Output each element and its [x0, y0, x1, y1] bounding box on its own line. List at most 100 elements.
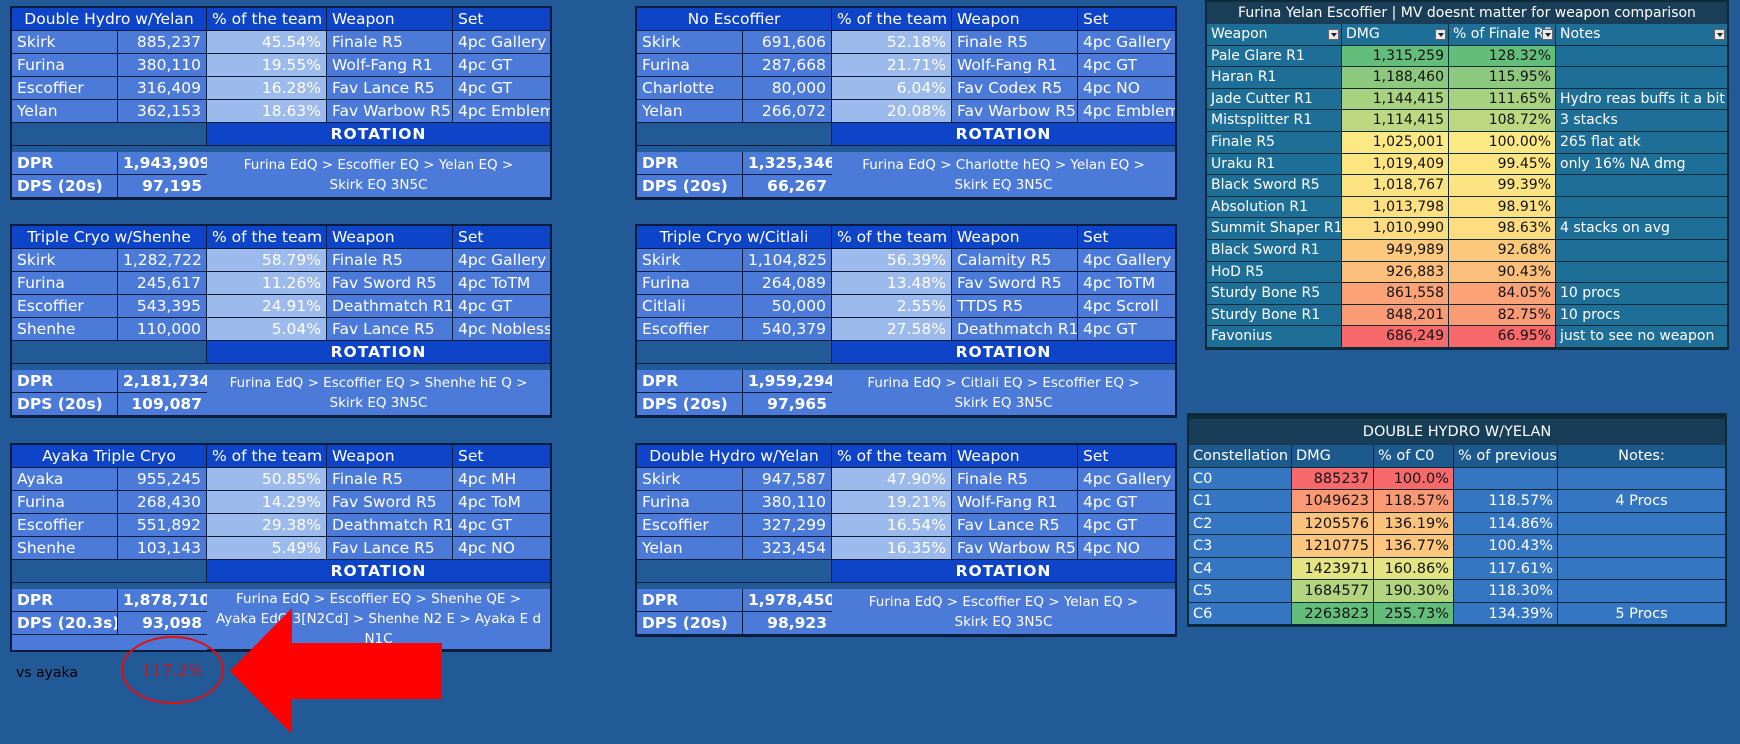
- member-pct: 58.79%: [207, 249, 327, 272]
- dpr-stats: DPR 1,325,346 DPS (20s) 66,267: [637, 152, 832, 198]
- member-name: Escoffier: [12, 295, 118, 318]
- weapon-name: Absolution R1: [1207, 196, 1342, 219]
- member-row: Yelan 323,454 16.35% Fav Warbow R5 4pc NO: [637, 537, 1175, 560]
- weapon-note: [1556, 67, 1727, 89]
- dps-label: DPS (20s): [637, 612, 743, 635]
- dpr-label: DPR: [637, 589, 743, 612]
- member-dmg: 323,454: [743, 537, 832, 560]
- member-row: Furina 287,668 21.71% Wolf-Fang R1 4pc GT: [637, 54, 1175, 77]
- rotation-bar: ROTATION: [12, 560, 550, 583]
- member-pct: 50.85%: [207, 468, 327, 491]
- comparison-value: 117.2%: [141, 660, 203, 680]
- member-name: Skirk: [637, 468, 743, 491]
- member-name: Shenhe: [12, 537, 118, 560]
- member-pct: 5.49%: [207, 537, 327, 560]
- member-pct: 14.29%: [207, 491, 327, 514]
- rotation-bar: ROTATION: [12, 341, 550, 364]
- constellation-level: C5: [1189, 580, 1292, 603]
- dpr-value: 1,959,294: [743, 370, 832, 393]
- constellation-dmg: 1049623: [1292, 490, 1374, 513]
- member-weapon: Fav Lance R5: [327, 537, 453, 560]
- constellation-level: C0: [1189, 467, 1292, 490]
- weapon-dmg: 1,188,460: [1342, 67, 1449, 89]
- constellation-row: C3 1210775 136.77% 100.43%: [1189, 535, 1725, 558]
- dps-row: DPS (20s) 98,923: [637, 612, 832, 635]
- constellation-dmg: 2263823: [1292, 602, 1374, 625]
- constellation-prev: 117.61%: [1454, 557, 1558, 580]
- rotation-line: Skirk EQ 3N5C: [954, 176, 1053, 193]
- weapon-table-title: Furina Yelan Escoffier | MV doesnt matte…: [1207, 2, 1727, 24]
- dpr-stats: DPR 2,181,734 DPS (20s) 109,087: [12, 370, 207, 416]
- member-dmg: 540,379: [743, 318, 832, 341]
- member-row: Escoffier 551,892 29.38% Deathmatch R1 4pc G…: [12, 514, 550, 537]
- constellation-row: C0 885237 100.0%: [1189, 467, 1725, 490]
- weapon-name: Haran R1: [1207, 67, 1342, 89]
- header-set: Set: [453, 226, 550, 249]
- dps-value: 109,087: [118, 393, 207, 416]
- constellation-level: C2: [1189, 512, 1292, 535]
- member-set: 4pc GT: [1078, 318, 1175, 341]
- filter-dropdown-icon[interactable]: [1328, 29, 1339, 40]
- header-pct-team: % of the team: [832, 8, 952, 31]
- weapon-note: Hydro reas buffs it a bit: [1556, 88, 1727, 111]
- member-weapon: Fav Sword R5: [952, 272, 1078, 295]
- rotation-line: Furina EdQ > Escoffier EQ > Yelan EQ >: [243, 156, 514, 173]
- member-set: 4pc NO: [453, 537, 550, 560]
- dpr-stats: DPR 1,978,450 DPS (20s) 98,923: [637, 589, 832, 635]
- member-pct: 11.26%: [207, 272, 327, 295]
- member-weapon: Fav Lance R5: [327, 318, 453, 341]
- team-panel: Triple Cryo w/Citlali% of the team Weapon…: [635, 224, 1177, 418]
- member-row: Escoffier 327,299 16.54% Fav Lance R5 4pc GT: [637, 514, 1175, 537]
- member-dmg: 50,000: [743, 295, 832, 318]
- rotation-label: ROTATION: [207, 123, 550, 146]
- dps-row: DPS (20s) 97,195: [12, 175, 207, 198]
- rotation-label: ROTATION: [832, 341, 1175, 364]
- weapon-row: Black Sword R5 1,018,767 99.39%: [1207, 175, 1727, 197]
- filter-dropdown-icon[interactable]: [1714, 29, 1725, 40]
- member-row: Furina 380,110 19.21% Wolf-Fang R1 4pc GT: [637, 491, 1175, 514]
- header-weapon: Weapon: [327, 445, 453, 468]
- weapon-name: Favonius: [1207, 326, 1342, 348]
- comparison-circle: 117.2%: [121, 636, 224, 704]
- member-pct: 24.91%: [207, 295, 327, 318]
- constellation-table-title: DOUBLE HYDRO W/YELAN: [1189, 419, 1725, 445]
- dpr-stats: DPR 1,959,294 DPS (20s) 97,965: [637, 370, 832, 416]
- filter-dropdown-icon[interactable]: [1435, 29, 1446, 40]
- member-pct: 16.35%: [832, 537, 952, 560]
- member-weapon: Finale R5: [327, 249, 453, 272]
- header-weapon: Weapon: [327, 8, 453, 31]
- rotation-bar: ROTATION: [637, 123, 1175, 146]
- team-title: No Escoffier: [637, 8, 832, 31]
- rotation-bar: ROTATION: [12, 123, 550, 146]
- header-set: Set: [1078, 445, 1175, 468]
- constellation-dmg: 1684577: [1292, 580, 1374, 603]
- team-panel: Triple Cryo w/Shenhe% of the team Weapon S…: [10, 224, 552, 418]
- weapon-pct: 90.43%: [1449, 261, 1556, 284]
- header-pct-previous: % of previous: [1454, 445, 1558, 468]
- dpr-section: DPR 1,325,346 DPS (20s) 66,267 Furina EdQ > …: [637, 152, 1175, 198]
- member-dmg: 245,617: [118, 272, 207, 295]
- weapon-row: Sturdy Bone R5 861,558 84.05% 10 procs: [1207, 283, 1727, 305]
- constellation-pct: 136.77%: [1374, 535, 1454, 558]
- weapon-note: 3 stacks: [1556, 110, 1727, 132]
- constellation-prev: 118.57%: [1454, 490, 1558, 513]
- filter-dropdown-icon[interactable]: [1542, 29, 1553, 40]
- member-pct: 27.58%: [832, 318, 952, 341]
- weapon-pct: 98.91%: [1449, 196, 1556, 219]
- dps-row: DPS (20s) 66,267: [637, 175, 832, 198]
- member-set: 4pc GT: [1078, 54, 1175, 77]
- constellation-note: [1558, 512, 1725, 535]
- member-row: Skirk 691,606 52.18% Finale R5 4pc Gallery: [637, 31, 1175, 54]
- rotation-spacer: [637, 560, 832, 583]
- member-set: 4pc Scroll: [1078, 295, 1175, 318]
- weapon-pct: 99.45%: [1449, 153, 1556, 176]
- team-header: Double Hydro w/Yelan% of the team Weapon S…: [637, 445, 1175, 468]
- team-title: Double Hydro w/Yelan: [12, 8, 207, 31]
- team-header: Triple Cryo w/Citlali% of the team Weapon…: [637, 226, 1175, 249]
- member-weapon: Wolf-Fang R1: [952, 54, 1078, 77]
- panel-gap: [12, 583, 550, 589]
- rotation-spacer: [637, 341, 832, 364]
- member-name: Yelan: [12, 100, 118, 123]
- dpr-value: 1,325,346: [743, 152, 832, 175]
- member-dmg: 380,110: [118, 54, 207, 77]
